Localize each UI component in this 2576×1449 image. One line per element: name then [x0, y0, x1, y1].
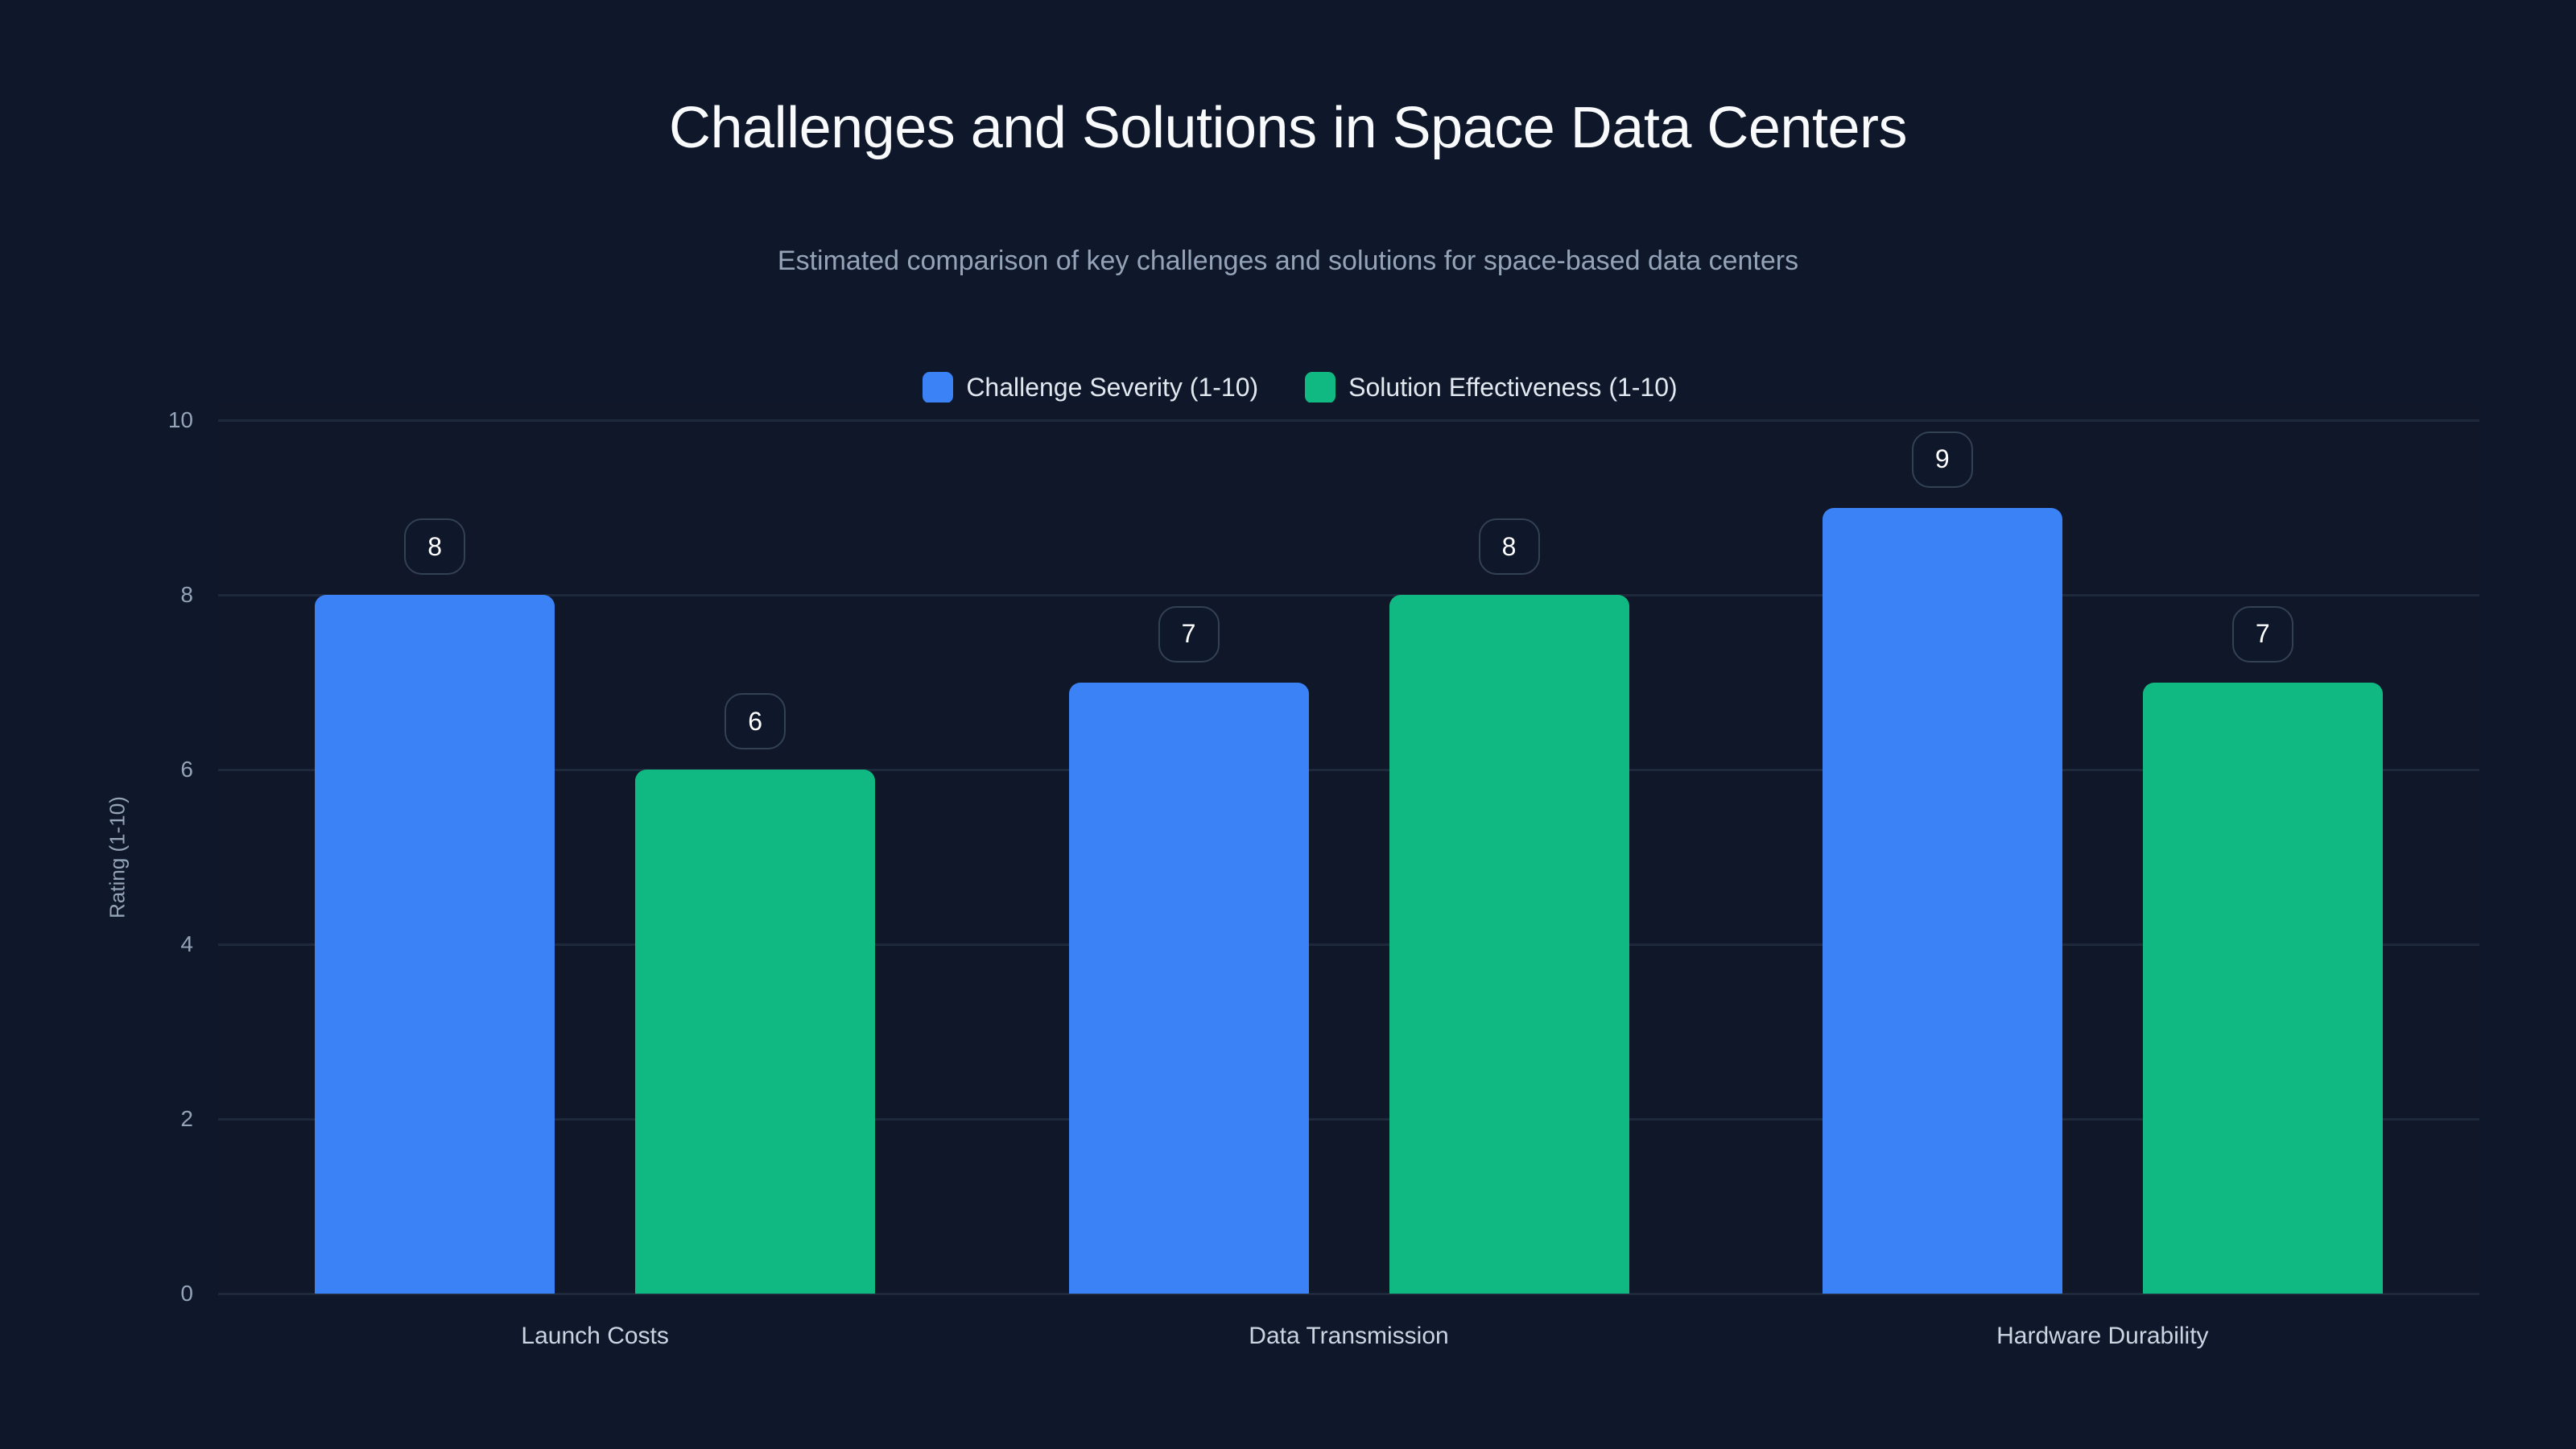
bar-launch-costs-challenge[interactable] [315, 595, 555, 1294]
gridline [218, 769, 2479, 771]
legend-label: Challenge Severity (1-10) [966, 373, 1259, 402]
y-tick-label: 8 [180, 582, 193, 607]
gridline [218, 943, 2479, 946]
gridline [218, 594, 2479, 597]
gridline [218, 1118, 2479, 1121]
legend-item-solution-effectiveness[interactable]: Solution Effectiveness (1-10) [1305, 372, 1678, 403]
data-label-badge: 8 [1478, 518, 1540, 575]
data-label-badge: 9 [1911, 431, 1973, 488]
plot-area: 8 6 7 8 9 7 [215, 402, 2479, 1295]
y-tick-label: 2 [180, 1106, 193, 1131]
gridline [218, 419, 2479, 422]
bar-data-transmission-challenge[interactable] [1068, 682, 1309, 1294]
data-label-badge: 6 [724, 693, 786, 749]
data-label-badge: 8 [404, 518, 466, 575]
bar-hardware-durability-challenge[interactable] [1822, 507, 2062, 1294]
bar-launch-costs-solution[interactable] [635, 770, 876, 1294]
legend-label: Solution Effectiveness (1-10) [1348, 373, 1678, 402]
bar-hardware-durability-solution[interactable] [2142, 682, 2383, 1294]
legend: Challenge Severity (1-10) Solution Effec… [0, 372, 2576, 403]
data-label-badge: 7 [2231, 605, 2293, 663]
legend-swatch-green-icon [1305, 372, 1336, 403]
x-tick-label: Hardware Durability [1996, 1323, 2209, 1349]
x-tick-label: Data Transmission [1249, 1323, 1449, 1349]
y-tick-label: 0 [180, 1281, 193, 1306]
y-tick-label: 4 [180, 931, 193, 956]
y-axis-label: Rating (1-10) [105, 796, 130, 919]
y-tick-label: 10 [167, 407, 193, 432]
data-label-badge: 7 [1158, 605, 1220, 663]
legend-item-challenge-severity[interactable]: Challenge Severity (1-10) [923, 372, 1258, 403]
bar-data-transmission-solution[interactable] [1389, 595, 1629, 1294]
chart-subtitle: Estimated comparison of key challenges a… [777, 246, 1799, 276]
chart-title: Challenges and Solutions in Space Data C… [669, 96, 1907, 160]
gridline [218, 1293, 2479, 1295]
y-tick-label: 6 [180, 757, 193, 782]
legend-swatch-blue-icon [923, 372, 954, 403]
x-tick-label: Launch Costs [521, 1323, 669, 1349]
